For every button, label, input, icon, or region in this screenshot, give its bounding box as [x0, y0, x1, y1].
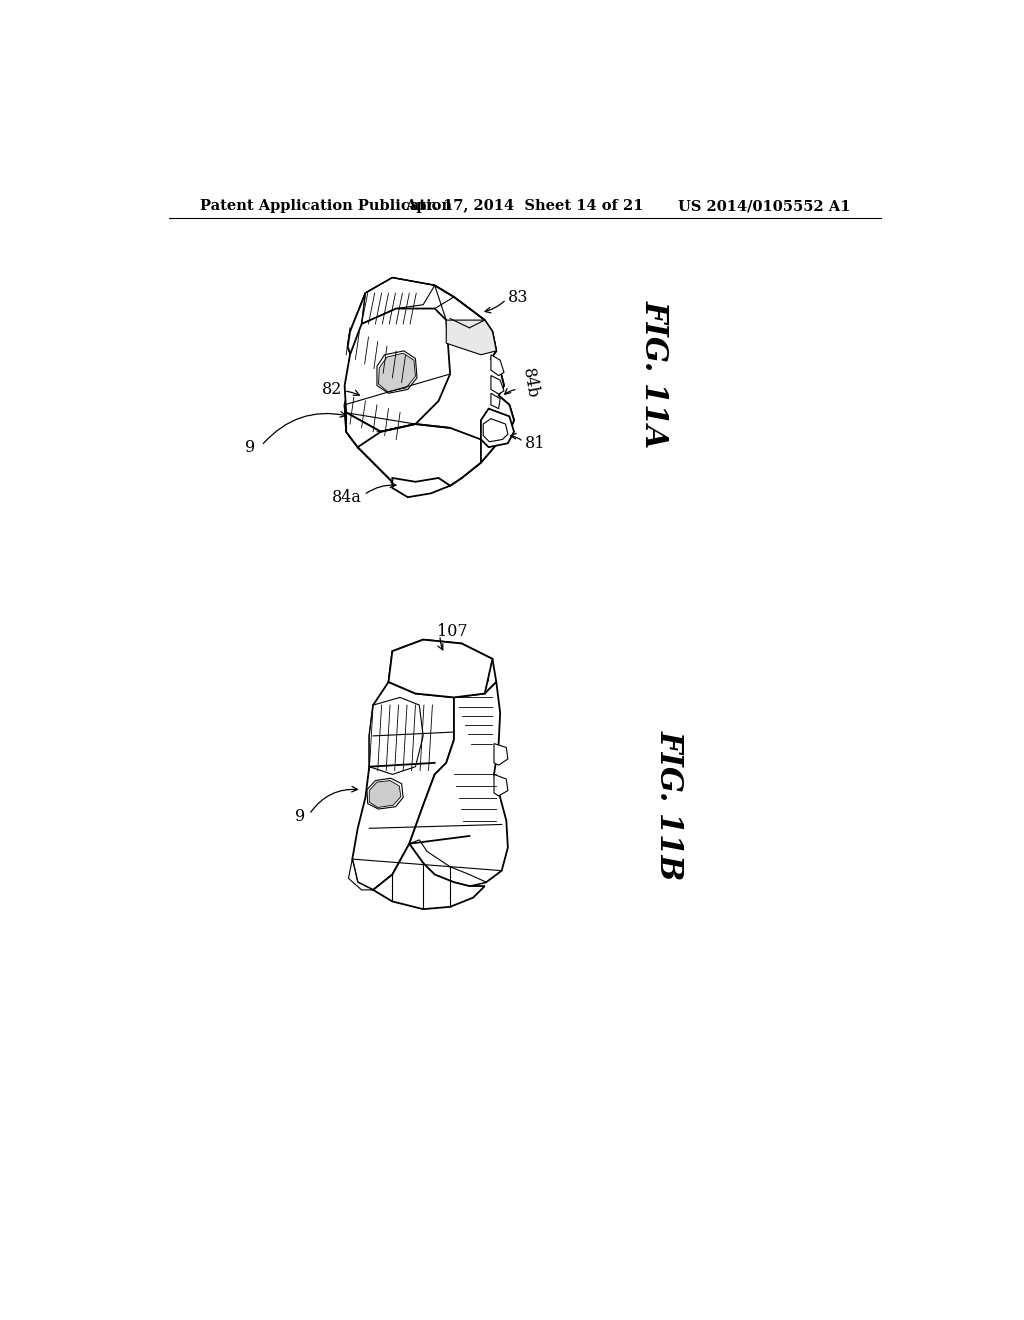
- Text: FIG. 11A: FIG. 11A: [639, 300, 670, 447]
- Polygon shape: [370, 697, 423, 775]
- Polygon shape: [494, 743, 508, 766]
- Polygon shape: [373, 843, 484, 909]
- Text: 107: 107: [437, 623, 468, 640]
- Polygon shape: [481, 409, 514, 447]
- Polygon shape: [446, 321, 497, 355]
- Polygon shape: [392, 478, 451, 498]
- Text: 83: 83: [508, 289, 528, 305]
- Polygon shape: [490, 376, 504, 395]
- Polygon shape: [370, 780, 400, 808]
- Polygon shape: [490, 393, 500, 409]
- Polygon shape: [410, 840, 486, 886]
- Polygon shape: [490, 355, 504, 376]
- Text: Apr. 17, 2014  Sheet 14 of 21: Apr. 17, 2014 Sheet 14 of 21: [406, 199, 644, 213]
- Polygon shape: [345, 277, 514, 494]
- Polygon shape: [494, 775, 508, 796]
- Polygon shape: [361, 277, 435, 323]
- Text: 9: 9: [245, 438, 255, 455]
- Polygon shape: [345, 309, 451, 432]
- Polygon shape: [388, 640, 493, 697]
- Polygon shape: [410, 682, 508, 886]
- Polygon shape: [346, 412, 481, 494]
- Polygon shape: [348, 859, 373, 890]
- Text: 84a: 84a: [332, 488, 361, 506]
- Text: 9: 9: [295, 808, 305, 825]
- Text: 81: 81: [524, 434, 546, 451]
- Polygon shape: [352, 682, 454, 890]
- Text: Patent Application Publication: Patent Application Publication: [200, 199, 452, 213]
- Text: FIG. 11B: FIG. 11B: [654, 730, 685, 880]
- Text: 82: 82: [322, 381, 342, 397]
- Polygon shape: [379, 354, 416, 392]
- Polygon shape: [388, 640, 497, 697]
- Text: 84b: 84b: [519, 367, 542, 400]
- Text: US 2014/0105552 A1: US 2014/0105552 A1: [678, 199, 851, 213]
